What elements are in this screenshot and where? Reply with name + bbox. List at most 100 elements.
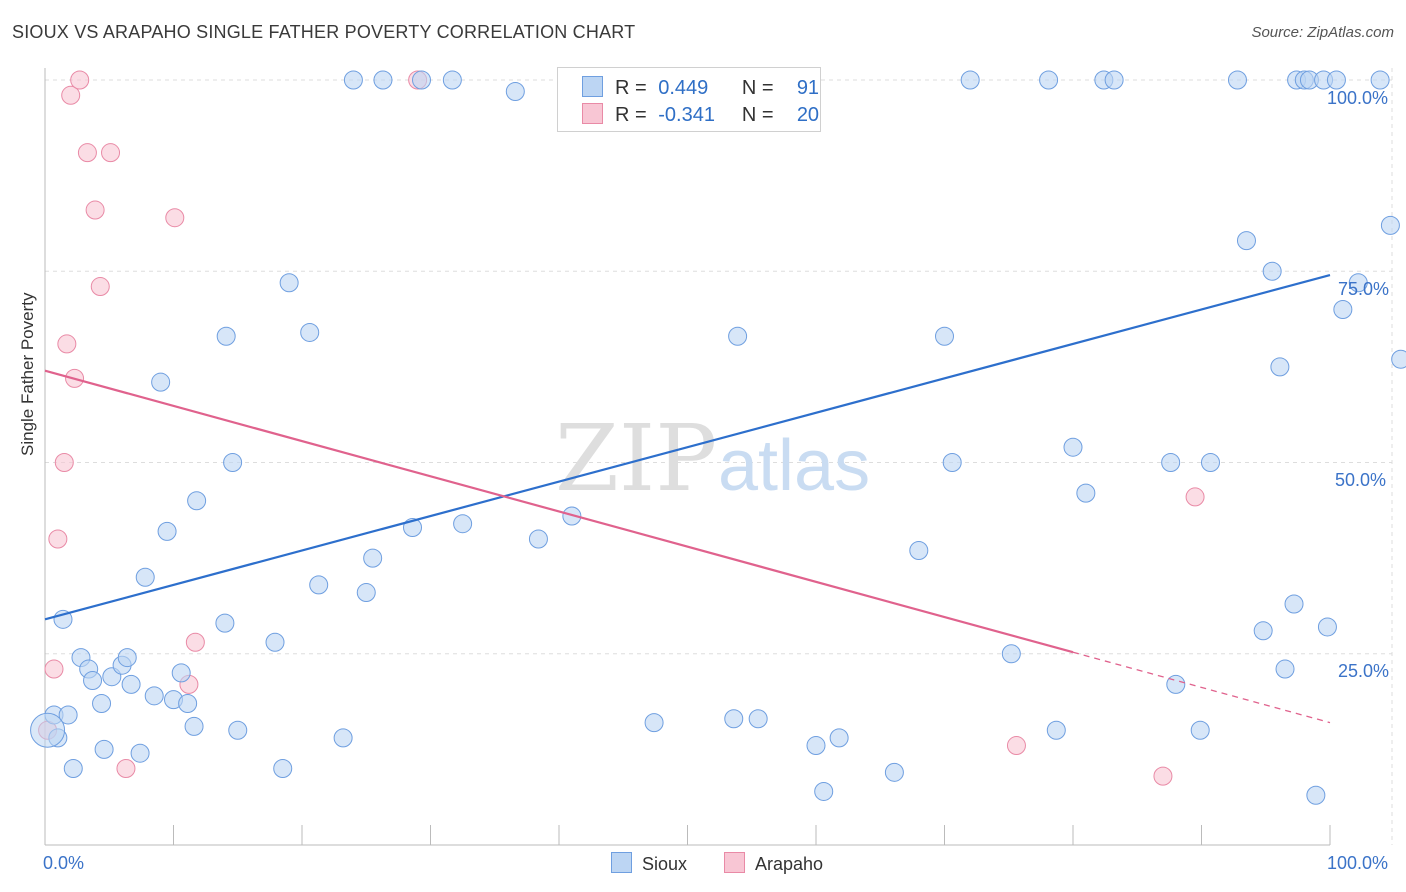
sioux-point-72 xyxy=(1236,231,1256,251)
correlation-legend: R = 0.449 N = 91 R = -0.341 N = 20 xyxy=(557,67,821,132)
sioux-point-55 xyxy=(884,762,904,782)
arapaho-n-value: 20 xyxy=(796,104,820,126)
sioux-point-84 xyxy=(1326,70,1346,90)
sioux-point-large xyxy=(30,712,66,748)
sioux-point-37 xyxy=(373,70,393,90)
arapaho-legend-label: Arapaho xyxy=(755,854,824,874)
arapaho-trend-line xyxy=(44,369,1074,654)
sioux-point-7 xyxy=(83,671,103,691)
y-tick-50: 50.0% xyxy=(1335,470,1387,490)
sioux-point-9 xyxy=(94,739,114,759)
sioux-point-75 xyxy=(1270,357,1290,377)
sioux-point-53 xyxy=(814,781,834,801)
sioux-point-70 xyxy=(1200,453,1220,472)
sioux-point-77 xyxy=(1284,594,1304,614)
arapaho-point-11 xyxy=(101,143,121,163)
source-label: Source: ZipAtlas.com xyxy=(1251,24,1394,41)
sioux-point-56 xyxy=(909,540,929,560)
arapaho-point-13 xyxy=(165,208,185,228)
arapaho-point-9 xyxy=(85,200,105,220)
arapaho-point-3 xyxy=(54,453,74,472)
sioux-point-42 xyxy=(505,81,525,101)
sioux-point-41 xyxy=(453,514,473,534)
sioux-point-24 xyxy=(215,613,235,633)
sioux-point-85 xyxy=(1333,300,1353,319)
sioux-point-12 xyxy=(117,648,137,668)
sioux-point-25 xyxy=(216,326,236,346)
sioux-trend-line xyxy=(44,274,1331,621)
sioux-point-57 xyxy=(935,326,954,346)
sioux-point-43 xyxy=(528,529,548,549)
arapaho-swatch xyxy=(582,103,603,124)
x-tick-min: 0.0% xyxy=(43,853,85,873)
sioux-legend-swatch xyxy=(611,852,632,873)
arapaho-point-8 xyxy=(77,143,97,163)
y-axis-label: Single Father Poverty xyxy=(18,292,37,456)
arapaho-point-15 xyxy=(185,632,205,652)
arapaho-point-18 xyxy=(1153,766,1173,786)
x-tick-max: 100.0% xyxy=(1327,853,1389,873)
arapaho-trend-extension xyxy=(1072,651,1331,724)
sioux-point-34 xyxy=(343,70,363,90)
bottom-legend-arapaho: Arapaho xyxy=(724,852,823,875)
sioux-point-27 xyxy=(228,720,248,740)
sioux-point-14 xyxy=(130,743,150,763)
sioux-point-52 xyxy=(806,736,826,756)
sioux-point-67 xyxy=(1161,453,1181,472)
sioux-point-28 xyxy=(265,632,285,652)
chart-title: SIOUX VS ARAPAHO SINGLE FATHER POVERTY C… xyxy=(12,22,636,42)
watermark: ZIP atlas xyxy=(555,405,870,512)
trend-lines xyxy=(44,274,1331,724)
arapaho-r-label: R = xyxy=(615,104,647,126)
sioux-point-61 xyxy=(1039,70,1059,90)
y-tick-75: 75.0% xyxy=(1338,279,1390,299)
sioux-point-76 xyxy=(1275,659,1295,679)
sioux-point-86 xyxy=(1348,273,1368,293)
sioux-point-40 xyxy=(442,70,462,90)
sioux-point-81 xyxy=(1306,785,1326,805)
arapaho-point-5 xyxy=(61,85,81,105)
bottom-legend-sioux: Sioux xyxy=(611,852,687,875)
sioux-swatch xyxy=(582,76,603,97)
arapaho-point-12 xyxy=(116,759,136,778)
arapaho-point-4 xyxy=(57,334,77,354)
sioux-point-64 xyxy=(1076,483,1096,503)
sioux-point-33 xyxy=(333,728,353,748)
sioux-n-label: N = xyxy=(741,77,774,99)
sioux-point-16 xyxy=(144,686,164,706)
sioux-n-value: 91 xyxy=(796,77,820,99)
arapaho-point-1 xyxy=(44,659,64,679)
sioux-point-71 xyxy=(1227,70,1247,90)
sioux-r-value: 0.449 xyxy=(658,77,709,99)
sioux-point-22 xyxy=(184,716,204,736)
sioux-point-88 xyxy=(1380,215,1400,235)
sioux-point-15 xyxy=(135,567,155,587)
sioux-point-59 xyxy=(960,70,980,90)
sioux-point-66 xyxy=(1104,70,1124,90)
arapaho-legend-swatch xyxy=(724,852,745,873)
sioux-point-2 xyxy=(58,705,78,725)
sioux-point-69 xyxy=(1190,720,1210,740)
sioux-point-62 xyxy=(1046,720,1066,740)
sioux-point-26 xyxy=(223,453,243,472)
sioux-point-30 xyxy=(279,273,299,293)
sioux-point-89 xyxy=(1391,349,1406,369)
sioux-point-39 xyxy=(412,70,432,90)
sioux-point-50 xyxy=(748,709,768,729)
sioux-point-49 xyxy=(728,326,748,346)
sioux-point-60 xyxy=(1001,644,1021,664)
watermark-atlas: atlas xyxy=(718,426,870,506)
sioux-point-23 xyxy=(187,491,207,511)
y-tick-25: 25.0% xyxy=(1338,661,1390,681)
sioux-point-4 xyxy=(63,759,83,778)
sioux-point-21 xyxy=(178,693,198,713)
sioux-point-68 xyxy=(1166,674,1186,694)
arapaho-point-7 xyxy=(70,70,90,90)
arapaho-n-label: N = xyxy=(741,104,774,126)
sioux-r-label: R = xyxy=(615,77,647,99)
sioux-point-87 xyxy=(1370,70,1390,90)
sioux-point-18 xyxy=(157,521,177,541)
sioux-point-46 xyxy=(644,713,664,733)
sioux-point-31 xyxy=(300,322,320,342)
sioux-legend-label: Sioux xyxy=(642,854,688,874)
